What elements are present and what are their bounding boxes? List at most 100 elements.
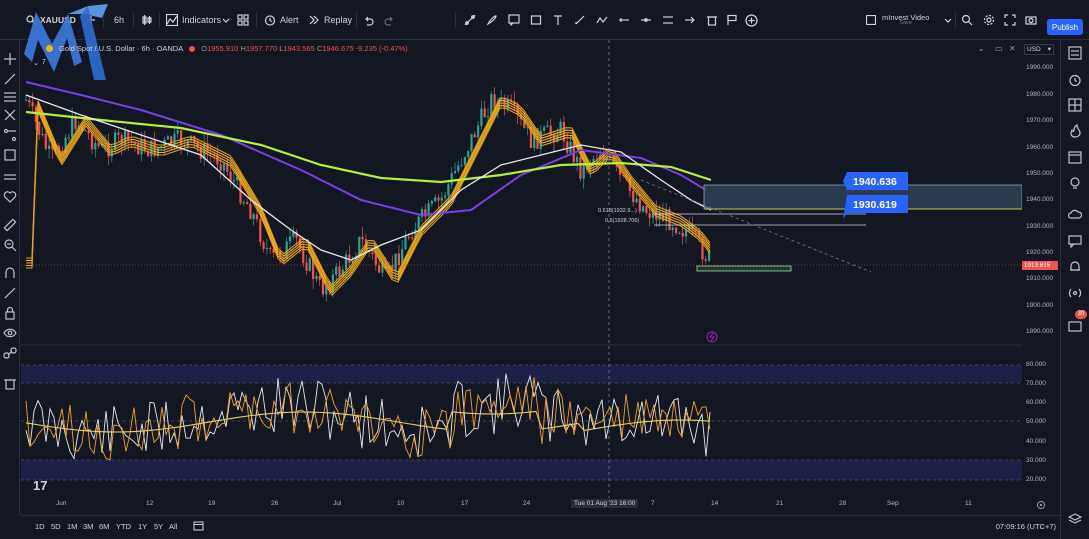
- hide-drawings-tool[interactable]: [3, 326, 17, 340]
- collapse-panel-icon[interactable]: ⌄: [978, 44, 985, 53]
- timeframe-6m-button[interactable]: 6M: [99, 522, 110, 531]
- brush-tool[interactable]: [486, 0, 498, 40]
- crosshair-tool[interactable]: [3, 52, 17, 66]
- alert-button[interactable]: Alert: [264, 0, 299, 40]
- candle-body: [477, 125, 480, 138]
- notifications-button[interactable]: [1068, 260, 1082, 274]
- path-tool[interactable]: [596, 0, 608, 40]
- long-position-tool[interactable]: [662, 0, 674, 40]
- indicators-collapse[interactable]: ⌄ 7: [33, 59, 46, 67]
- timeframe-3m-button[interactable]: 3M: [83, 522, 94, 531]
- broadcast-button[interactable]: [1068, 286, 1082, 300]
- candle-body: [490, 94, 493, 117]
- pitchfork-tool[interactable]: [3, 108, 17, 122]
- date-range-button[interactable]: [193, 520, 204, 533]
- layers-button[interactable]: [1067, 512, 1083, 526]
- magnet-tool[interactable]: [3, 266, 17, 280]
- zoom-in-tool[interactable]: [3, 238, 17, 252]
- horizontal-line-tool[interactable]: [640, 0, 652, 40]
- ideas-button[interactable]: [1068, 176, 1082, 190]
- price-chart[interactable]: 1940.636 1930.619 0.618(1932.9...) 0.5(1…: [21, 40, 1022, 498]
- note-tool[interactable]: [726, 0, 738, 40]
- message-icon: [1068, 321, 1082, 332]
- trend-line-tool-left[interactable]: [3, 72, 17, 86]
- fullscreen-button[interactable]: [1004, 0, 1016, 40]
- hotlists-button[interactable]: [1068, 124, 1082, 138]
- data-window-button[interactable]: [1068, 98, 1082, 112]
- publish-button[interactable]: Publish: [1047, 19, 1083, 35]
- calendar-icon: [193, 521, 204, 531]
- alarm-clock-icon: [264, 15, 276, 26]
- messages-button[interactable]: [1068, 320, 1082, 334]
- time-tick-label: 24: [523, 500, 531, 507]
- timeframe-1y-button[interactable]: 1Y: [138, 522, 148, 531]
- rectangle-icon: [530, 15, 542, 25]
- timeframe-5d-button[interactable]: 5D: [51, 522, 61, 531]
- interval-button[interactable]: 6h: [114, 0, 124, 40]
- layout-dropdown-button[interactable]: [944, 0, 952, 40]
- chart-type-button[interactable]: [141, 0, 153, 40]
- chat-icon: [1068, 235, 1082, 249]
- timeframe-all-button[interactable]: All: [169, 522, 178, 531]
- time-axis[interactable]: Jun 12 19 26 Jul 10 17 24 7 14 21 28 Sep 11 Tue 01 Aug…: [21, 498, 1022, 512]
- settings-button[interactable]: [983, 0, 995, 40]
- link-tool[interactable]: [3, 346, 17, 360]
- patterns-tool[interactable]: [3, 148, 17, 162]
- watchlist-icon: [1068, 46, 1082, 60]
- candle-body: [285, 241, 288, 259]
- text-tool[interactable]: [552, 0, 564, 40]
- indicators-dropdown-button[interactable]: [222, 0, 230, 40]
- candle-body: [259, 219, 262, 243]
- streams-button[interactable]: [1067, 207, 1083, 221]
- arrow-tool[interactable]: [684, 0, 696, 40]
- timeframe-5y-button[interactable]: 5Y: [154, 522, 164, 531]
- restore-icon[interactable]: ▭: [995, 44, 1003, 53]
- watchlist-button[interactable]: [1068, 46, 1082, 60]
- close-icon[interactable]: ✕: [1009, 44, 1016, 53]
- indicators-icon: [166, 14, 178, 26]
- timeframe-1m-button[interactable]: 1M: [67, 522, 78, 531]
- time-axis-settings[interactable]: [1036, 500, 1046, 512]
- alerts-panel-button[interactable]: [1068, 73, 1082, 87]
- add-tool-button[interactable]: [745, 0, 758, 40]
- timeframe-ytd-button[interactable]: YTD: [116, 522, 131, 531]
- notification-badge: 30: [1075, 310, 1087, 319]
- candle-body: [351, 260, 354, 263]
- price-axis[interactable]: USD ▾ 1990.000 1980.000 1970.000 1960.000 195…: [1022, 44, 1059, 494]
- target-box[interactable]: [696, 265, 792, 272]
- rectangle-tool[interactable]: [530, 0, 542, 40]
- timeframe-1d-button[interactable]: 1D: [35, 522, 45, 531]
- lock-drawings-tool[interactable]: [3, 306, 17, 320]
- comment-tool[interactable]: [508, 0, 520, 40]
- redo-button[interactable]: [384, 0, 395, 40]
- currency-selector[interactable]: USD ▾: [1024, 44, 1054, 55]
- horizontal-lines-tool[interactable]: [3, 90, 17, 104]
- trend-line-tool[interactable]: [464, 0, 476, 40]
- remove-drawings-tool[interactable]: [3, 376, 17, 390]
- grid-icon: [237, 14, 249, 26]
- stay-drawing-tool[interactable]: [3, 286, 17, 300]
- rsi-ma-line: [25, 410, 711, 433]
- pencil-tool[interactable]: [574, 0, 586, 40]
- calendar-button[interactable]: [1068, 150, 1082, 164]
- undo-button[interactable]: [363, 0, 374, 40]
- fib-618-label: 0.618(1932.9...): [598, 208, 637, 214]
- delete-drawings-tool[interactable]: [706, 0, 718, 40]
- templates-button[interactable]: [237, 0, 249, 40]
- layout-menu[interactable]: mInvest Video Save: [866, 0, 929, 40]
- measure-tool[interactable]: [618, 0, 630, 40]
- clock[interactable]: 07:09:16 (UTC+7): [995, 522, 1056, 531]
- price-tick-label: 1900.000: [1026, 302, 1054, 309]
- level-label-2[interactable]: 1930.619: [843, 195, 908, 219]
- ruler-tool[interactable]: [3, 218, 17, 232]
- replay-button[interactable]: Replay: [308, 0, 352, 40]
- prediction-tool[interactable]: [3, 168, 17, 182]
- lightning-icon[interactable]: [706, 331, 718, 343]
- chats-button[interactable]: [1068, 234, 1082, 249]
- indicators-button[interactable]: Indicators: [166, 0, 221, 40]
- icons-tool[interactable]: [3, 190, 17, 204]
- fib-tool[interactable]: [3, 128, 17, 142]
- snapshot-button[interactable]: [1025, 0, 1037, 40]
- quick-search-button[interactable]: [961, 0, 973, 40]
- level-label-1[interactable]: 1940.636: [843, 172, 908, 190]
